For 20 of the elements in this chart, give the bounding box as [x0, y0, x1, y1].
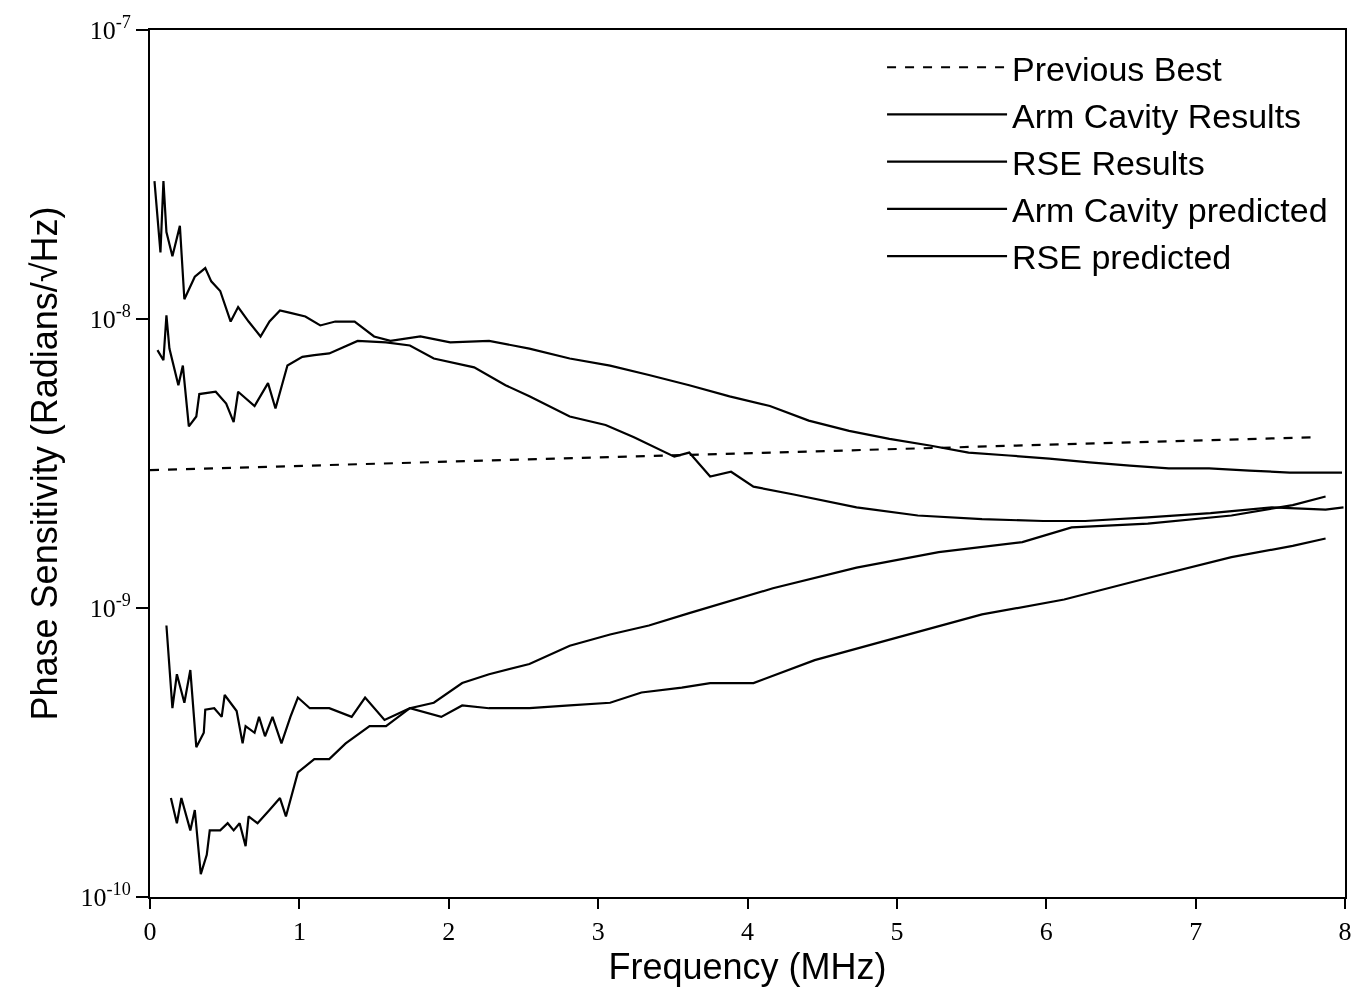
legend-label: Previous Best [1012, 49, 1223, 88]
y-axis-title: Phase Sensitivity (Radians/√Hz) [23, 206, 65, 721]
x-tick-label: 2 [442, 917, 456, 947]
y-tick-label: 10$^{-9}$ [89, 590, 131, 624]
y-tick-label: 10$^{-7}$ [89, 12, 131, 46]
legend-label: RSE Results [1012, 143, 1205, 182]
y-tick-label: 10$^{-8}$ [89, 301, 131, 335]
x-tick-label: 5 [890, 917, 904, 947]
x-tick-label: 1 [292, 917, 306, 947]
x-tick-label: 4 [741, 917, 754, 947]
legend-label: Arm Cavity Results [1012, 96, 1302, 135]
x-tick-label: 6 [1039, 917, 1053, 947]
legend-label: RSE predicted [1012, 238, 1232, 277]
x-tick-label: 7 [1189, 917, 1203, 947]
x-tick-label: 0 [143, 917, 157, 947]
x-tick-label: 3 [591, 917, 605, 947]
legend-label: Arm Cavity predicted [1012, 191, 1328, 230]
x-tick-label: 8 [1338, 917, 1352, 947]
y-tick-label: 10$^{-10}$ [80, 879, 131, 913]
x-axis-title: Frequency (MHz) [608, 946, 887, 988]
